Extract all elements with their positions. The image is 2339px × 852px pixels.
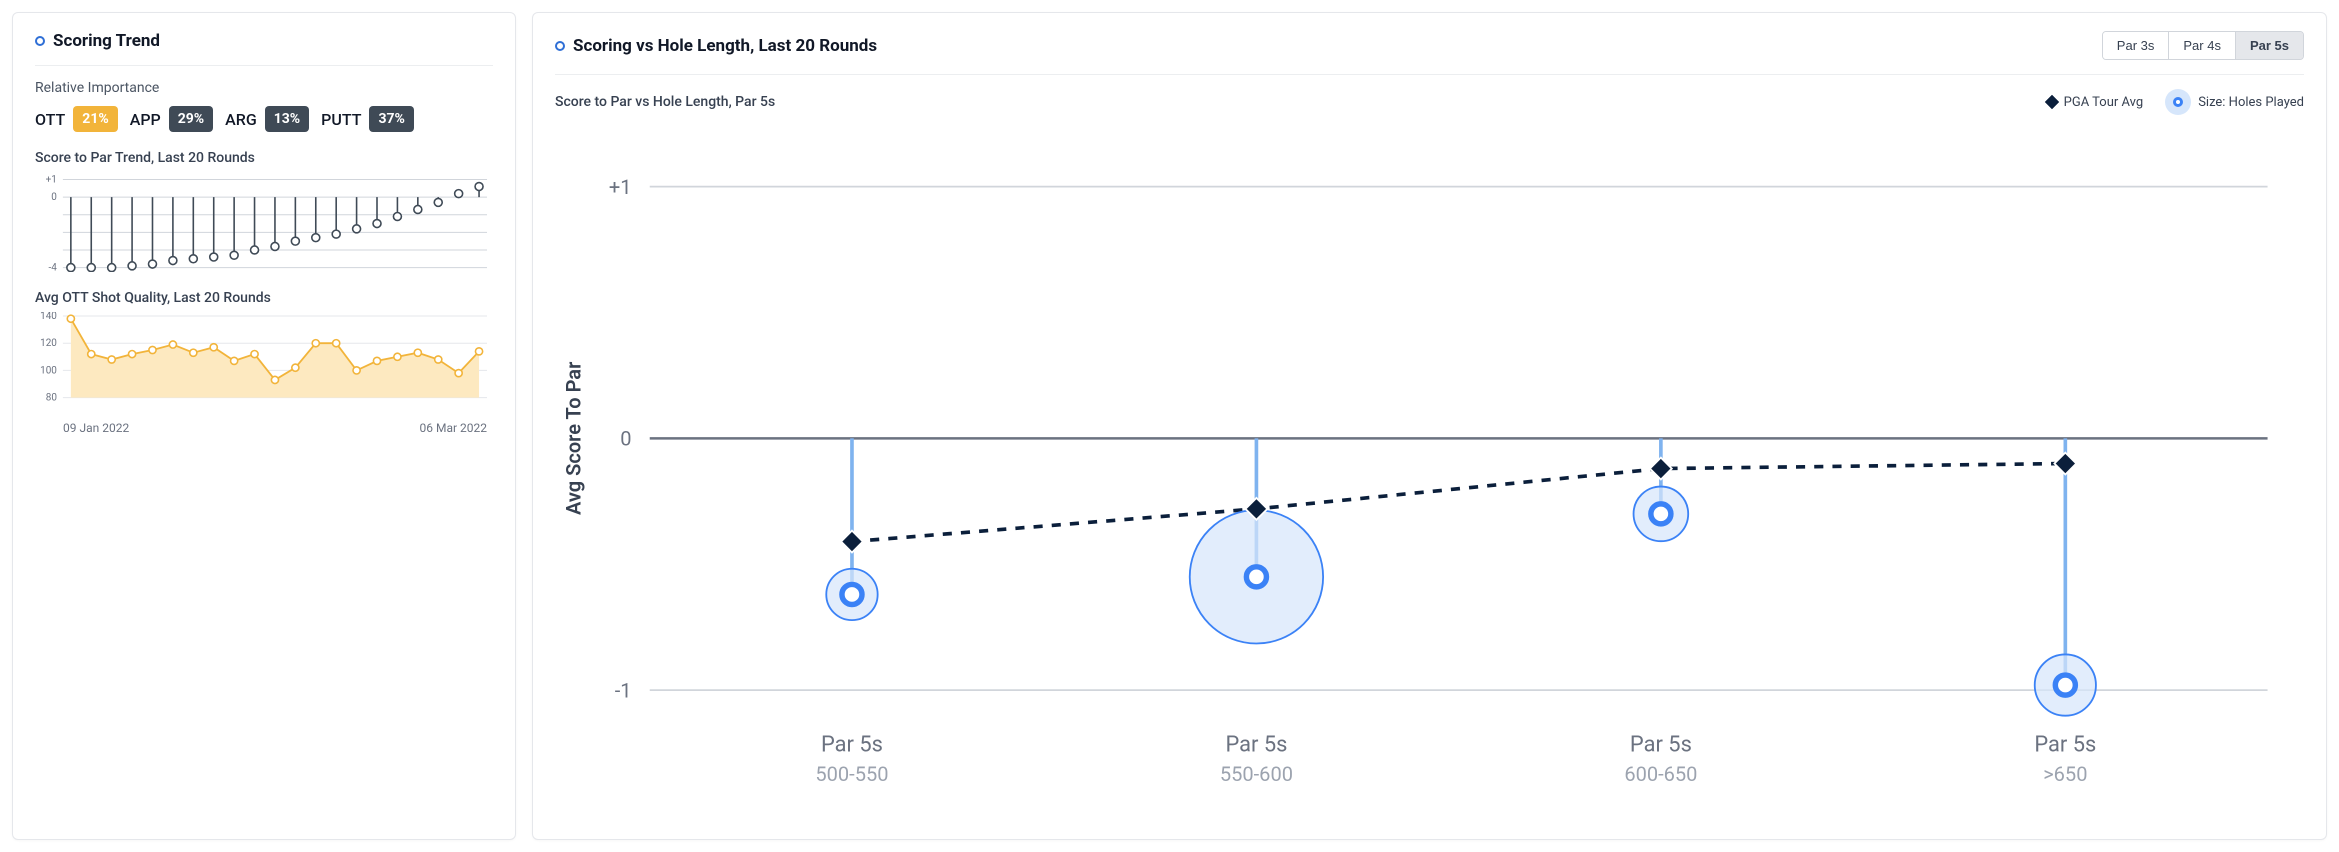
tab-par-5s[interactable]: Par 5s <box>2235 32 2303 59</box>
svg-text:500-550: 500-550 <box>815 762 888 786</box>
svg-text:-1: -1 <box>615 678 632 702</box>
date-start: 09 Jan 2022 <box>63 421 129 435</box>
svg-text:+1: +1 <box>46 174 57 185</box>
importance-value: 21% <box>73 106 117 132</box>
ott-chart-title: Avg OTT Shot Quality, Last 20 Rounds <box>35 290 493 306</box>
chart-subtitle: Score to Par vs Hole Length, Par 5s <box>555 94 775 110</box>
svg-text:+1: +1 <box>609 175 632 199</box>
chart-subheader: Score to Par vs Hole Length, Par 5s PGA … <box>555 89 2304 115</box>
legend: PGA Tour Avg Size: Holes Played <box>2047 89 2304 115</box>
svg-text:-4: -4 <box>49 263 58 272</box>
date-axis: 09 Jan 2022 06 Mar 2022 <box>35 421 493 435</box>
importance-putt: PUTT 37% <box>321 106 414 132</box>
diamond-icon <box>2045 95 2059 109</box>
svg-text:Par 5s: Par 5s <box>2034 733 2096 758</box>
date-end: 06 Mar 2022 <box>420 421 488 435</box>
importance-arg: ARG 13% <box>225 106 309 132</box>
svg-text:600-650: 600-650 <box>1624 762 1697 786</box>
card-title: Scoring vs Hole Length, Last 20 Rounds <box>555 36 877 56</box>
importance-value: 13% <box>265 106 309 132</box>
par-tabs: Par 3sPar 4sPar 5s <box>2102 31 2304 60</box>
card-header: Scoring Trend <box>35 31 493 66</box>
ring-icon <box>555 41 565 51</box>
importance-label: OTT <box>35 110 65 129</box>
svg-text:Avg Score To Par: Avg Score To Par <box>562 362 586 515</box>
trend-chart: +1 0 -4 <box>35 172 493 272</box>
svg-text:0: 0 <box>51 192 57 203</box>
svg-text:Par 5s: Par 5s <box>1630 733 1692 758</box>
scoring-trend-card: Scoring Trend Relative Importance OTT 21%… <box>12 12 516 840</box>
svg-text:100: 100 <box>40 365 57 376</box>
svg-text:>650: >650 <box>2043 762 2087 786</box>
ring-icon <box>35 36 45 46</box>
importance-ott: OTT 21% <box>35 106 118 132</box>
svg-text:140: 140 <box>40 312 57 322</box>
svg-text:0: 0 <box>620 427 631 451</box>
title-text: Scoring Trend <box>53 31 160 51</box>
tab-par-4s[interactable]: Par 4s <box>2168 32 2235 59</box>
trend-chart-title: Score to Par Trend, Last 20 Rounds <box>35 150 493 166</box>
svg-text:80: 80 <box>46 392 58 403</box>
importance-label: Relative Importance <box>35 80 493 96</box>
importance-label: ARG <box>225 110 257 129</box>
tab-par-3s[interactable]: Par 3s <box>2103 32 2169 59</box>
svg-text:Par 5s: Par 5s <box>821 733 883 758</box>
card-header: Scoring vs Hole Length, Last 20 Rounds P… <box>555 31 2304 75</box>
ott-chart: 140 120 100 80 <box>35 312 493 404</box>
importance-value: 29% <box>169 106 213 132</box>
hole-length-card: Scoring vs Hole Length, Last 20 Rounds P… <box>532 12 2327 840</box>
importance-value: 37% <box>369 106 413 132</box>
importance-row: OTT 21% APP 29% ARG 13% PUTT 37% <box>35 106 493 132</box>
hole-length-chart: Avg Score To Par +1 0 -1 Par 5s 500-550 Par 5s… <box>555 125 2304 817</box>
legend-pga-label: PGA Tour Avg <box>2064 95 2144 110</box>
importance-app: APP 29% <box>130 106 213 132</box>
legend-holes-label: Size: Holes Played <box>2198 95 2304 110</box>
importance-label: APP <box>130 110 161 129</box>
importance-label: PUTT <box>321 110 361 129</box>
card-title: Scoring Trend <box>35 31 160 51</box>
legend-holes: Size: Holes Played <box>2165 89 2304 115</box>
legend-pga: PGA Tour Avg <box>2047 95 2144 110</box>
title-text: Scoring vs Hole Length, Last 20 Rounds <box>573 36 877 56</box>
bubble-icon <box>2165 89 2191 115</box>
svg-text:Par 5s: Par 5s <box>1225 733 1287 758</box>
svg-text:120: 120 <box>40 338 57 349</box>
svg-text:550-600: 550-600 <box>1220 762 1293 786</box>
